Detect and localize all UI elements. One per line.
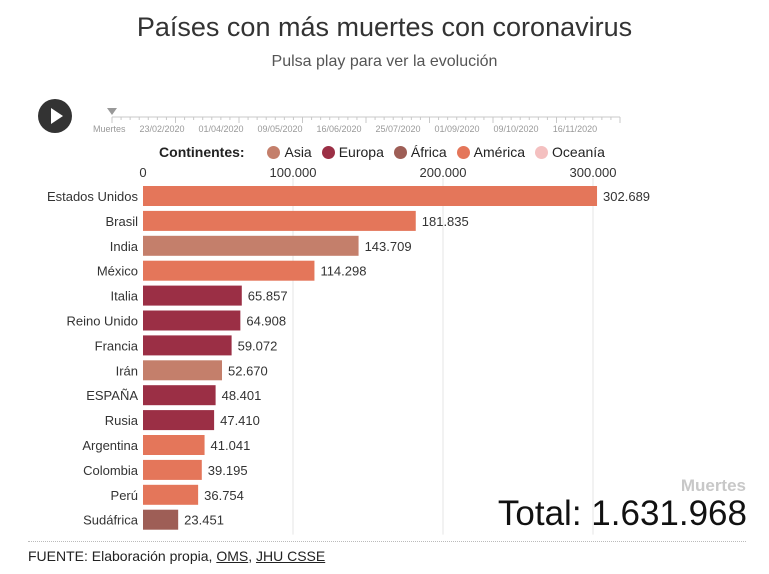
timeline-date-label: 01/09/2020: [434, 124, 479, 134]
play-button[interactable]: [38, 99, 72, 133]
bar-value-label: 48.401: [222, 388, 262, 403]
source-link-oms[interactable]: OMS: [216, 548, 249, 564]
category-label: Estados Unidos: [47, 189, 139, 204]
bar: [143, 410, 215, 431]
bar: [143, 260, 315, 281]
bar-value-label: 143.709: [365, 239, 412, 254]
legend-swatch: [456, 146, 470, 159]
category-label: ESPAÑA: [86, 388, 138, 403]
bar: [143, 186, 598, 206]
legend-title: Continentes:: [159, 144, 245, 160]
category-label: Sudáfrica: [83, 513, 139, 528]
legend-label: Asia: [284, 144, 312, 160]
bar: [143, 285, 242, 306]
legend-item-américa[interactable]: América: [456, 144, 526, 160]
chart-subtitle: Pulsa play para ver la evolución: [271, 53, 498, 70]
continent-legend: Continentes: Asia Europa África América Ocea…: [0, 144, 769, 160]
category-label: Irán: [116, 363, 138, 378]
timeline-date-label: 09/10/2020: [493, 124, 538, 134]
category-label: Rusia: [105, 413, 139, 428]
category-label: México: [97, 264, 138, 279]
bar-value-label: 59.072: [238, 338, 278, 353]
x-tick-label: 0: [139, 165, 146, 180]
category-label: Italia: [111, 289, 139, 304]
legend-label: Oceanía: [552, 144, 605, 160]
bar: [143, 210, 416, 231]
timeline-date-label: 01/04/2020: [198, 124, 243, 134]
timeline-date-label: 16/11/2020: [553, 124, 597, 134]
bar-value-label: 181.835: [422, 214, 469, 229]
bar-value-label: 64.908: [246, 314, 286, 329]
timeline-handle[interactable]: [107, 108, 117, 115]
bar: [143, 435, 205, 455]
category-label: Argentina: [82, 438, 138, 453]
bar-value-label: 41.041: [211, 438, 251, 453]
source-link-jhu[interactable]: JHU CSSE: [255, 548, 326, 564]
legend-label: Europa: [338, 144, 384, 160]
x-tick-label: 300.000: [570, 165, 617, 180]
legend-item-áfrica[interactable]: África: [393, 144, 447, 160]
bar-value-label: 39.195: [208, 463, 248, 478]
bar: [143, 484, 199, 505]
bar: [143, 310, 241, 331]
category-label: Perú: [111, 488, 138, 503]
bar: [143, 335, 232, 356]
bar-value-label: 23.451: [184, 513, 224, 528]
bar: [143, 235, 359, 256]
timeline-date-label: 09/05/2020: [257, 124, 302, 134]
x-tick-label: 200.000: [420, 165, 467, 180]
divider: [28, 541, 746, 542]
legend-swatch: [267, 146, 281, 159]
timeline-date-label: 16/06/2020: [316, 124, 361, 134]
bar-value-label: 65.857: [248, 289, 288, 304]
bar-value-label: 114.298: [320, 264, 366, 279]
legend-item-europa[interactable]: Europa: [321, 144, 384, 160]
legend-label: América: [473, 144, 526, 160]
legend-label: África: [410, 144, 447, 160]
timeline-label: Muertes: [93, 124, 126, 134]
legend-swatch: [393, 146, 407, 159]
bar-value-label: 47.410: [220, 413, 260, 428]
x-tick-label: 100.000: [270, 165, 317, 180]
category-label: India: [110, 239, 139, 254]
timeline-slider[interactable]: Muertes 23/02/2020 01/04/2020 09/05/2020 16/…: [92, 104, 622, 138]
source-separator: ,: [248, 548, 256, 564]
bar-chart: 0 100.000 200.000 300.000 Estados Unidos 302.…: [47, 165, 650, 535]
category-label: Reino Unido: [66, 314, 138, 329]
legend-swatch: [321, 146, 335, 159]
bar-value-label: 302.689: [603, 189, 650, 204]
timeline-date-label: 25/07/2020: [375, 124, 420, 134]
chart-title: Países con más muertes con coronavirus: [136, 12, 633, 42]
category-label: Colombia: [83, 463, 139, 478]
bar: [143, 360, 223, 381]
bar-value-label: 36.754: [204, 488, 244, 503]
timeline-date-label: 23/02/2020: [139, 124, 184, 134]
total-deaths: Total: 1.631.968: [497, 494, 747, 533]
legend-item-asia[interactable]: Asia: [267, 144, 312, 160]
bar: [143, 509, 179, 530]
source-line: FUENTE: Elaboración propia, OMS, JHU CSS…: [28, 548, 325, 564]
category-label: Francia: [95, 338, 139, 353]
metric-label: Muertes: [680, 476, 746, 495]
play-icon: [51, 108, 63, 124]
legend-swatch: [535, 146, 549, 159]
legend-item-oceanía[interactable]: Oceanía: [535, 144, 605, 160]
bar: [143, 385, 216, 406]
source-prefix: FUENTE: Elaboración propia,: [28, 548, 217, 564]
category-label: Brasil: [105, 214, 138, 229]
bar-value-label: 52.670: [228, 363, 268, 378]
bar: [143, 459, 202, 480]
